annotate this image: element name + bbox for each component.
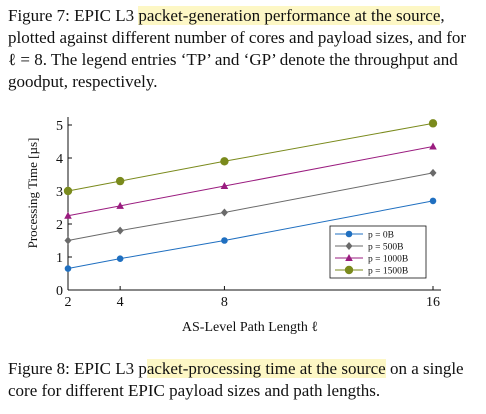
caption-8-part-3: on a single core for different EPIC payl… [8,359,464,400]
legend-label-1: p = 500B [368,243,403,253]
chart-axes: 0 1 2 3 4 5 2 4 8 16 [56,117,441,310]
caption-7-highlight[interactable]: packet-generation performance at the sou… [138,6,441,25]
series-2-point-2 [220,182,229,190]
series-1-point-2 [220,208,228,217]
legend-label-3: p = 1500B [368,267,408,277]
legend-label-0: p = 0B [368,231,394,241]
series-2-point-3 [429,142,437,150]
y-axis-label: Processing Time [µs] [25,138,40,249]
legend-marker-0 [345,230,353,238]
caption-7-part-3: , plotted against different number of co… [8,6,467,91]
y-tick-label-3: 3 [56,185,63,200]
figure-8-caption: Figure 8: EPIC L3 packet-processing time… [8,358,478,402]
series-3-point-1 [115,176,125,186]
legend-marker-2 [345,254,353,261]
x-tick-label-16: 16 [426,295,440,310]
caption-7-part-1: Figure 7: EPIC L3 [8,6,139,25]
legend-label-2: p = 1000B [368,255,408,265]
series-1-point-0 [64,236,72,245]
chart-legend: p = 0B p = 500B p = 1000B p = 1500B [329,225,427,279]
legend-marker-3 [344,265,354,275]
series-2-point-0 [64,211,72,219]
series-line-1 [67,172,434,241]
series-3-point-0 [63,186,73,196]
y-tick-label-2: 2 [56,218,63,233]
chart-series [63,119,438,272]
series-0-point-1 [116,255,124,262]
series-1-point-3 [429,168,437,177]
figure-7-caption: Figure 7: EPIC L3 packet-generation perf… [8,5,478,93]
x-tick-label-8: 8 [221,295,228,310]
series-0-point-0 [64,265,72,272]
series-3-point-2 [220,157,229,166]
x-tick-label-2: 2 [65,295,72,310]
series-line-2 [67,145,434,217]
y-tick-label-4: 4 [56,152,63,167]
series-2-point-1 [116,201,124,209]
caption-8-part-1: Figure 8: EPIC L3 p [8,359,147,378]
series-line-3 [67,122,434,192]
x-axis-label: AS-Level Path Length ℓ [182,320,318,335]
series-3-point-3 [428,119,438,128]
y-tick-label-1: 1 [56,251,63,266]
y-tick-label-0: 0 [56,284,63,299]
series-line-0 [67,200,434,270]
legend-marker-1 [345,242,353,250]
y-tick-label-5: 5 [56,119,63,134]
caption-8-highlight[interactable]: acket-processing time at the source [146,359,386,378]
series-0-point-3 [429,197,437,205]
processing-time-chart: 0 1 2 3 4 5 2 4 8 16 p = 0B p = 500B p = 1000B p = 1… [25,117,441,335]
x-tick-label-4: 4 [117,295,124,310]
series-1-point-1 [116,226,124,235]
series-0-point-2 [221,237,228,244]
